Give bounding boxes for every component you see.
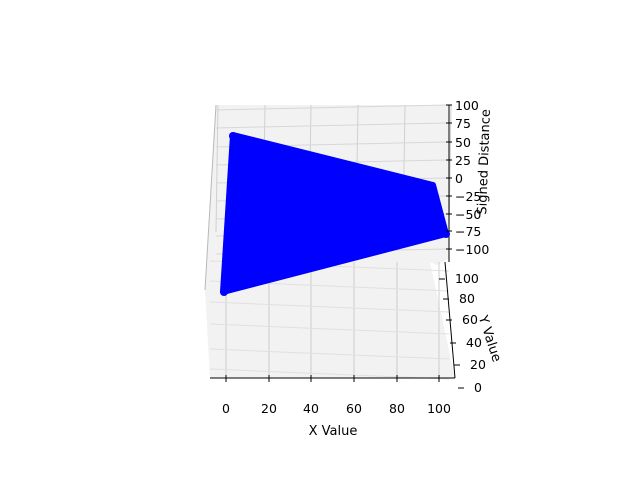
data-surface bbox=[220, 132, 450, 296]
y-gridline bbox=[209, 301, 450, 313]
y-tick-labels: 0 20 40 60 80 100 bbox=[439, 271, 486, 395]
y-tick-label: 40 bbox=[466, 335, 482, 350]
z-tick-label: 100 bbox=[455, 98, 479, 113]
z-tick-label: −100 bbox=[455, 242, 489, 257]
corner-point-1 bbox=[229, 132, 237, 140]
z-tick-label: −75 bbox=[455, 224, 481, 239]
pane-left-edge bbox=[204, 104, 217, 291]
x-tick-label: 20 bbox=[261, 401, 277, 416]
z-tick-label: −25 bbox=[455, 189, 481, 204]
y-tick-label: 80 bbox=[459, 291, 475, 306]
y-gridline bbox=[209, 368, 450, 380]
z-tick-label: 25 bbox=[455, 153, 471, 168]
y-tick-label: 100 bbox=[455, 271, 479, 286]
z-tick-labels: 100 75 50 25 0 −25 −50 −75 −100 bbox=[446, 98, 489, 257]
x-tick-label: 80 bbox=[389, 401, 405, 416]
x-tick-label: 100 bbox=[427, 401, 451, 416]
y-tick-label: 60 bbox=[462, 312, 478, 327]
z-tick-label: −50 bbox=[455, 207, 481, 222]
z-tick-label: 75 bbox=[455, 116, 471, 131]
y-tick-label: 20 bbox=[470, 357, 486, 372]
y-gridline bbox=[209, 348, 450, 360]
y-gridline bbox=[209, 323, 450, 335]
x-axis-label: X Value bbox=[309, 424, 358, 439]
x-tick-label: 60 bbox=[346, 401, 362, 416]
z-gridline bbox=[215, 122, 448, 129]
z-gridline bbox=[215, 104, 448, 111]
y-tick-label: 0 bbox=[474, 380, 482, 395]
z-tick-label: 0 bbox=[455, 171, 463, 186]
corner-point-3 bbox=[442, 230, 450, 238]
z-tick-label: 50 bbox=[455, 135, 471, 150]
x-tick-label: 40 bbox=[303, 401, 319, 416]
x-tick-label: 0 bbox=[222, 401, 230, 416]
z-axis-label: Signed Distance bbox=[475, 109, 494, 215]
corner-point-2 bbox=[428, 182, 436, 190]
x-back-gridline bbox=[215, 104, 219, 233]
corner-point-4 bbox=[220, 288, 228, 296]
x-tick-labels: 0 20 40 60 80 100 bbox=[222, 375, 451, 416]
